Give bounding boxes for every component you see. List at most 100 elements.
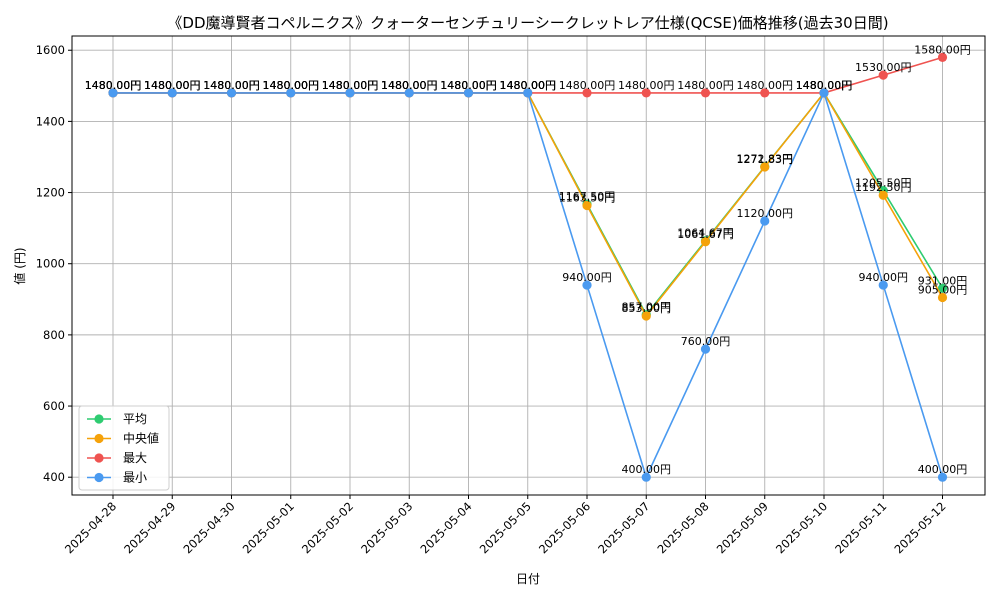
y-tick-label: 400 xyxy=(43,470,65,484)
data-label: 1580.00円 xyxy=(914,43,971,56)
data-label: 1480.00円 xyxy=(85,79,142,92)
data-point xyxy=(286,88,296,98)
data-label: 1480.00円 xyxy=(85,79,142,92)
data-label: 1480.00円 xyxy=(263,79,320,92)
data-point xyxy=(345,88,355,98)
y-axis-label: 値 (円) xyxy=(12,247,27,284)
data-point xyxy=(878,190,888,200)
data-label: 1480.00円 xyxy=(737,79,794,92)
y-tick-label: 800 xyxy=(43,328,65,342)
data-label: 1480.00円 xyxy=(559,79,616,92)
data-label: 1480.00円 xyxy=(440,79,497,92)
data-label: 1480.00円 xyxy=(144,79,201,92)
data-point xyxy=(819,88,829,98)
x-axis-label: 日付 xyxy=(516,572,540,586)
data-point xyxy=(760,162,770,172)
legend-label: 中央値 xyxy=(123,431,159,446)
data-point xyxy=(878,280,888,290)
chart-title: 《DD魔導賢者コペルニクス》クォーターセンチュリーシークレットレア仕様(QCSE… xyxy=(167,14,888,32)
data-point xyxy=(582,88,592,98)
data-point xyxy=(878,70,888,80)
data-label-layer: 1480.00円 1480.00円 1480.00円 1480.00円 1480.00円… xyxy=(85,43,971,476)
data-label: 1480.00円 xyxy=(263,79,320,92)
data-label: 1480.00円 xyxy=(440,79,497,92)
data-label: 905.00円 xyxy=(918,284,968,297)
legend-marker xyxy=(94,433,104,444)
data-label: 1480.00円 xyxy=(263,79,320,92)
data-label: 1272.83円 xyxy=(737,153,794,166)
data-point xyxy=(641,472,651,482)
data-label: 1205.50円 xyxy=(855,177,912,190)
y-tick-label: 1200 xyxy=(36,186,65,200)
data-point xyxy=(582,280,592,290)
data-point xyxy=(463,88,474,98)
data-label: 1480.00円 xyxy=(500,79,557,92)
data-point xyxy=(760,216,770,226)
data-label: 1480.00円 xyxy=(381,79,438,92)
data-label: 1480.00円 xyxy=(85,79,142,92)
data-label: 1480.00円 xyxy=(144,79,201,92)
data-point xyxy=(700,88,711,98)
series-layer xyxy=(108,52,948,482)
data-label: 1480.00円 xyxy=(203,79,260,92)
data-label: 1480.00円 xyxy=(203,79,260,92)
data-point xyxy=(641,311,651,321)
legend-marker xyxy=(94,414,104,424)
y-tick-label: 1400 xyxy=(36,114,65,128)
data-point xyxy=(937,472,948,482)
data-point xyxy=(108,88,118,98)
data-label: 1163.50円 xyxy=(559,192,616,205)
data-point xyxy=(523,88,533,98)
data-label: 931.00円 xyxy=(918,274,968,287)
legend-label: 平均 xyxy=(123,412,147,426)
data-label: 1167.50円 xyxy=(559,190,616,203)
data-point xyxy=(760,88,770,98)
data-label: 760.00円 xyxy=(681,335,731,348)
data-point xyxy=(937,52,948,62)
data-label: 1480.00円 xyxy=(381,79,438,92)
legend-label: 最大 xyxy=(123,451,147,465)
data-label: 1480.00円 xyxy=(203,79,260,92)
data-label: 1480.00円 xyxy=(85,79,142,92)
data-label: 1480.00円 xyxy=(440,79,497,92)
data-label: 1480.00円 xyxy=(796,79,853,92)
data-label: 1480.00円 xyxy=(381,79,438,92)
data-label: 1480.00円 xyxy=(263,79,320,92)
data-label: 1480.00円 xyxy=(440,79,497,92)
data-label: 1480.00円 xyxy=(381,79,438,92)
data-label: 1480.00円 xyxy=(796,79,853,92)
data-point xyxy=(700,344,711,354)
data-label: 400.00円 xyxy=(622,463,672,476)
data-label: 1480.00円 xyxy=(677,79,734,92)
data-label: 1480.00円 xyxy=(500,79,557,92)
data-label: 1192.50円 xyxy=(855,181,912,194)
legend-box xyxy=(78,405,170,491)
legend-label: 最小 xyxy=(123,471,147,485)
data-label: 940.00円 xyxy=(859,271,909,284)
data-point xyxy=(167,88,177,98)
data-label: 1064.67円 xyxy=(677,227,734,240)
legend-marker xyxy=(94,472,104,483)
data-label: 1480.00円 xyxy=(144,79,201,92)
data-point xyxy=(937,283,948,293)
data-label: 1271.83円 xyxy=(737,153,794,166)
data-label: 1480.00円 xyxy=(322,79,379,92)
data-label: 857.00円 xyxy=(622,301,672,314)
data-label: 400.00円 xyxy=(918,463,968,476)
data-label: 1061.67円 xyxy=(677,228,734,241)
data-label: 1480.00円 xyxy=(322,79,379,92)
data-point xyxy=(700,237,711,247)
data-point xyxy=(226,88,237,98)
y-tick-label: 600 xyxy=(43,399,65,413)
data-point xyxy=(404,88,414,98)
data-point xyxy=(937,292,948,303)
y-tick-label: 1600 xyxy=(36,43,65,57)
data-label: 1480.00円 xyxy=(322,79,379,92)
data-point xyxy=(582,200,592,211)
plot-frame xyxy=(71,35,986,496)
data-label: 1530.00円 xyxy=(855,61,912,74)
data-label: 1480.00円 xyxy=(500,79,557,92)
